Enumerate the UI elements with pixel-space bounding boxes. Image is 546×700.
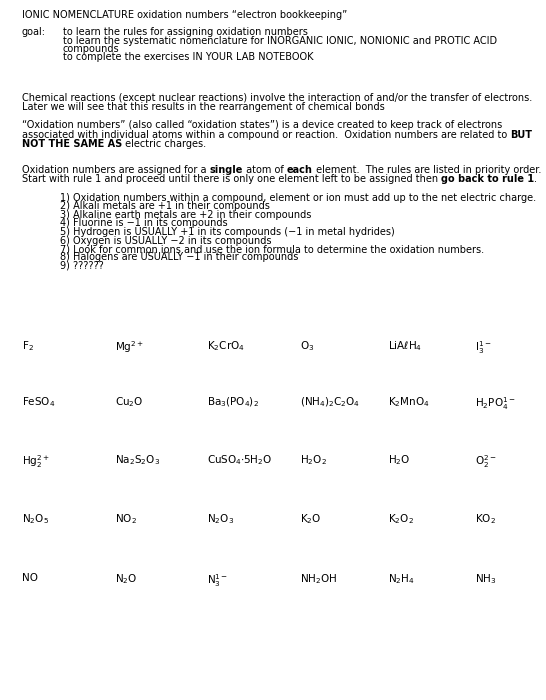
Text: element.  The rules are listed in priority order.: element. The rules are listed in priorit… (313, 165, 541, 175)
Text: 3) Alkaline earth metals are +2 in their compounds: 3) Alkaline earth metals are +2 in their… (60, 210, 311, 220)
Text: “Oxidation numbers” (also called “oxidation states”) is a device created to keep: “Oxidation numbers” (also called “oxidat… (22, 120, 502, 130)
Text: Ba$_3$(PO$_4$)$_2$: Ba$_3$(PO$_4$)$_2$ (207, 395, 259, 409)
Text: compounds: compounds (63, 44, 120, 54)
Text: FeSO$_4$: FeSO$_4$ (22, 395, 55, 409)
Text: O$_2^{2-}$: O$_2^{2-}$ (475, 454, 497, 470)
Text: go back to rule 1: go back to rule 1 (441, 174, 534, 185)
Text: 4) Fluorine is −1 in its compounds: 4) Fluorine is −1 in its compounds (60, 218, 228, 228)
Text: single: single (210, 165, 243, 175)
Text: H$_2$PO$_4^{1-}$: H$_2$PO$_4^{1-}$ (475, 395, 516, 412)
Text: H$_2$O$_2$: H$_2$O$_2$ (300, 454, 327, 468)
Text: NH$_2$OH: NH$_2$OH (300, 573, 337, 587)
Text: I$_3^{1-}$: I$_3^{1-}$ (475, 339, 491, 356)
Text: Chemical reactions (except nuclear reactions) involve the interaction of and/or : Chemical reactions (except nuclear react… (22, 93, 532, 103)
Text: F$_2$: F$_2$ (22, 339, 34, 353)
Text: to learn the systematic nomenclature for INORGANIC IONIC, NONIONIC and PROTIC AC: to learn the systematic nomenclature for… (63, 36, 497, 46)
Text: 7) Look for common ions and use the ion formula to determine the oxidation numbe: 7) Look for common ions and use the ion … (60, 244, 484, 254)
Text: NO: NO (22, 573, 38, 582)
Text: NH$_3$: NH$_3$ (475, 573, 496, 587)
Text: to learn the rules for assigning oxidation numbers: to learn the rules for assigning oxidati… (63, 27, 307, 37)
Text: Hg$_2^{2+}$: Hg$_2^{2+}$ (22, 454, 50, 470)
Text: each: each (287, 165, 313, 175)
Text: N$_2$H$_4$: N$_2$H$_4$ (388, 573, 414, 587)
Text: H$_2$O: H$_2$O (388, 454, 410, 468)
Text: N$_2$O$_3$: N$_2$O$_3$ (207, 512, 235, 526)
Text: Cu$_2$O: Cu$_2$O (115, 395, 143, 409)
Text: Na$_2$S$_2$O$_3$: Na$_2$S$_2$O$_3$ (115, 454, 160, 468)
Text: K$_2$O: K$_2$O (300, 512, 322, 526)
Text: K$_2$MnO$_4$: K$_2$MnO$_4$ (388, 395, 430, 409)
Text: Start with rule 1 and proceed until there is only one element left to be assigne: Start with rule 1 and proceed until ther… (22, 174, 441, 185)
Text: IONIC NOMENCLATURE oxidation numbers “electron bookkeeping”: IONIC NOMENCLATURE oxidation numbers “el… (22, 10, 347, 20)
Text: N$_3^{1-}$: N$_3^{1-}$ (207, 573, 229, 589)
Text: BUT: BUT (510, 130, 532, 139)
Text: 5) Hydrogen is USUALLY +1 in its compounds (−1 in metal hydrides): 5) Hydrogen is USUALLY +1 in its compoun… (60, 227, 395, 237)
Text: K$_2$CrO$_4$: K$_2$CrO$_4$ (207, 339, 245, 353)
Text: associated with individual atoms within a compound or reaction.  Oxidation numbe: associated with individual atoms within … (22, 130, 510, 139)
Text: N$_2$O$_5$: N$_2$O$_5$ (22, 512, 49, 526)
Text: 6) Oxygen is USUALLY −2 in its compounds: 6) Oxygen is USUALLY −2 in its compounds (60, 235, 271, 246)
Text: Mg$^{2+}$: Mg$^{2+}$ (115, 339, 144, 355)
Text: CuSO$_4$$\cdot$5H$_2$O: CuSO$_4$$\cdot$5H$_2$O (207, 454, 273, 468)
Text: 1) Oxidation numbers within a compound, element or ion must add up to the net el: 1) Oxidation numbers within a compound, … (60, 193, 536, 203)
Text: (NH$_4$)$_2$C$_2$O$_4$: (NH$_4$)$_2$C$_2$O$_4$ (300, 395, 360, 409)
Text: NOT THE SAME AS: NOT THE SAME AS (22, 139, 122, 149)
Text: N$_2$O: N$_2$O (115, 573, 137, 587)
Text: electric charges.: electric charges. (122, 139, 206, 149)
Text: to complete the exercises IN YOUR LAB NOTEBOOK: to complete the exercises IN YOUR LAB NO… (63, 52, 313, 62)
Text: Later we will see that this results in the rearrangement of chemical bonds: Later we will see that this results in t… (22, 102, 384, 113)
Text: NO$_2$: NO$_2$ (115, 512, 136, 526)
Text: O$_3$: O$_3$ (300, 339, 314, 353)
Text: KO$_2$: KO$_2$ (475, 512, 496, 526)
Text: goal:: goal: (22, 27, 46, 37)
Text: 9) ??????: 9) ?????? (60, 261, 104, 271)
Text: 8) Halogens are USUALLY −1 in their compounds: 8) Halogens are USUALLY −1 in their comp… (60, 253, 299, 262)
Text: LiAℓH$_4$: LiAℓH$_4$ (388, 339, 422, 353)
Text: .: . (534, 174, 537, 185)
Text: 2) Alkali metals are +1 in their compounds: 2) Alkali metals are +1 in their compoun… (60, 202, 270, 211)
Text: Oxidation numbers are assigned for a: Oxidation numbers are assigned for a (22, 165, 210, 175)
Text: atom of: atom of (243, 165, 287, 175)
Text: K$_2$O$_2$: K$_2$O$_2$ (388, 512, 414, 526)
